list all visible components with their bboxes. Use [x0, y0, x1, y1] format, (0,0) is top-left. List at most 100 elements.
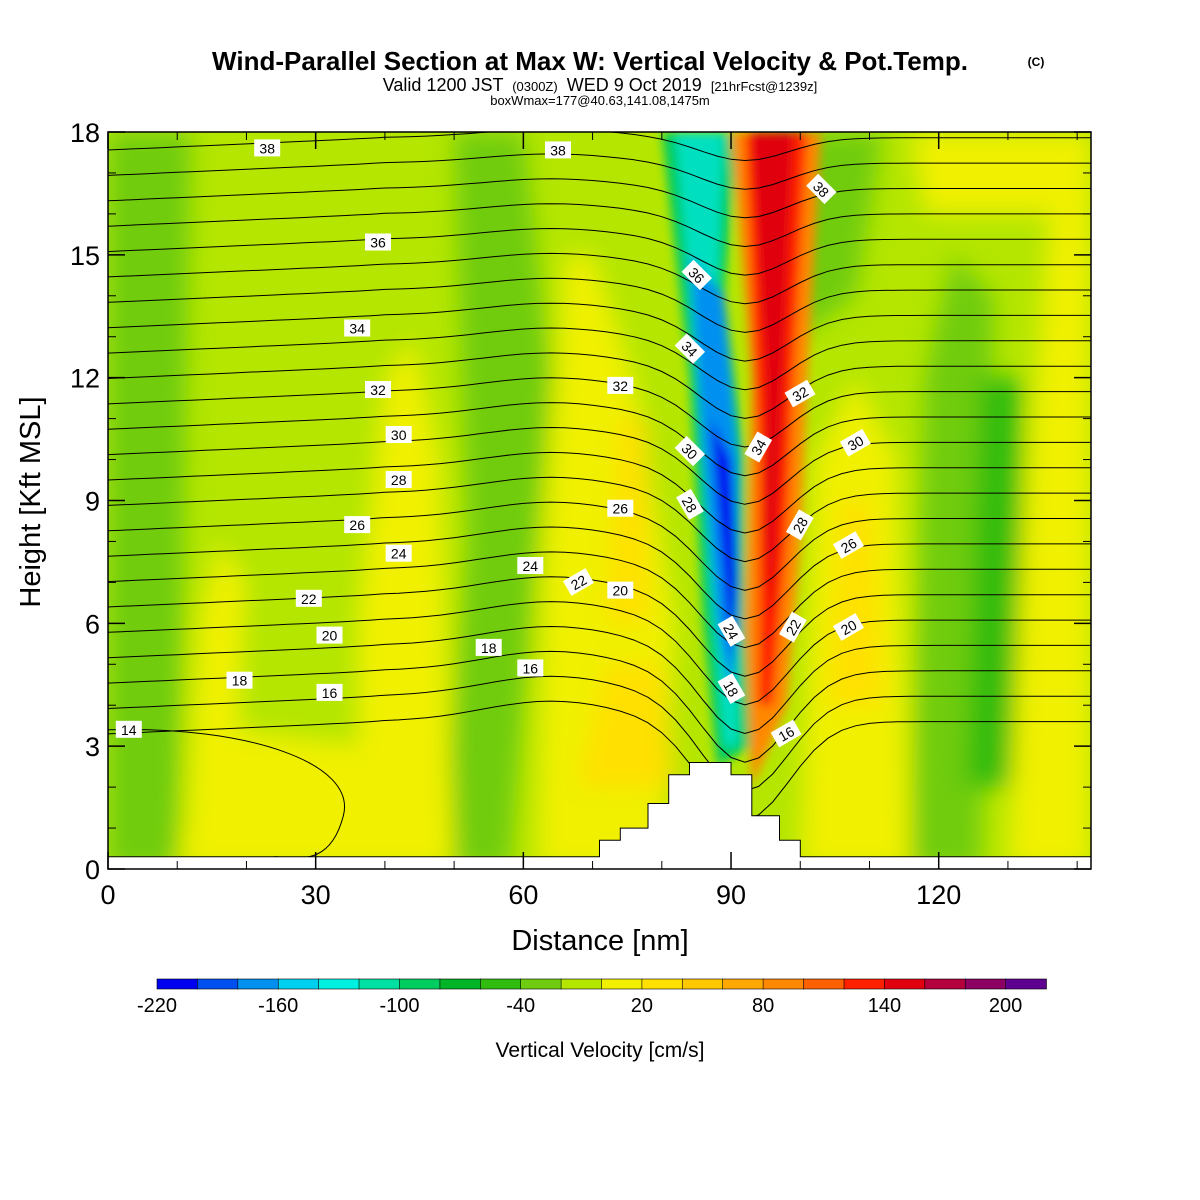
contour-label-box — [344, 516, 371, 534]
contour-label: 22 — [562, 568, 594, 596]
contour-label-text: 32 — [613, 378, 629, 394]
colorbar-swatch — [318, 978, 360, 990]
valid-utc: (0300Z) — [512, 79, 558, 94]
contour-label-box — [385, 426, 412, 443]
contour-label-text: 18 — [720, 678, 742, 700]
contour-label-box — [365, 233, 391, 251]
colorbar-swatch — [924, 978, 966, 990]
theta-contour — [108, 675, 1091, 792]
contour-label-box — [717, 615, 746, 647]
colorbar-tick-label: -40 — [506, 995, 535, 1017]
colorbar-swatch — [641, 978, 684, 990]
contour-label: 38 — [254, 139, 281, 157]
contour-label: 28 — [676, 488, 704, 520]
contour-label-text: 18 — [232, 673, 248, 689]
contour-label-box — [674, 435, 706, 467]
contour-label: 22 — [295, 589, 322, 607]
theta-contour-labels: 38 38 38 36 36 34 34 34 32 32 32 30 30 30 28 28 28 26 26 26… — [115, 139, 871, 748]
contour-label: 20 — [316, 626, 343, 644]
contour-label: 16 — [316, 683, 343, 701]
contour-label: 34 — [344, 319, 371, 337]
colorbar-swatch — [479, 978, 522, 990]
colorbar-swatch — [722, 978, 764, 990]
downdraft-band — [108, 132, 192, 869]
contour-label-box — [784, 379, 816, 408]
theta-contour — [108, 302, 1091, 362]
contour-label-text: 34 — [748, 436, 770, 458]
contour-label-box — [607, 376, 634, 394]
contour-label-text: 24 — [523, 558, 539, 574]
valid-prefix: Valid 1200 JST — [383, 75, 504, 95]
contour-label: 32 — [607, 376, 634, 394]
colorbar-swatch — [277, 978, 320, 990]
contour-label: 36 — [365, 233, 391, 251]
contour-label-text: 24 — [391, 546, 407, 562]
contour-label-box — [607, 499, 634, 517]
contour-label: 30 — [674, 435, 706, 467]
theta-contours — [108, 132, 1091, 859]
contour-label-box — [786, 509, 814, 541]
contour-label-text: 20 — [322, 628, 338, 644]
y-tick-label: 6 — [85, 609, 100, 639]
contour-label: 36 — [681, 259, 712, 291]
contour-label-text: 30 — [391, 427, 407, 443]
colorbar-swatch — [803, 978, 845, 990]
contour-label-box — [385, 544, 412, 562]
contour-label-text: 26 — [613, 501, 629, 517]
contour-label-box — [717, 673, 746, 705]
colorbar-swatch — [601, 978, 643, 990]
contour-label-box — [545, 141, 571, 159]
updraft-band — [911, 132, 1091, 214]
contour-label-box — [562, 568, 594, 596]
downdraft-band — [966, 377, 1022, 788]
contour-label-text: 22 — [301, 591, 317, 607]
downdraft-core — [710, 418, 738, 665]
theta-contour — [108, 501, 1091, 591]
y-tick-label: 15 — [70, 241, 100, 271]
contour-label-text: 20 — [838, 616, 860, 638]
theta-contour — [108, 352, 1091, 419]
contour-label: 24 — [517, 557, 544, 574]
contour-label-text: 16 — [776, 723, 798, 745]
contour-label-text: 22 — [568, 571, 590, 593]
contour-label-box — [365, 381, 391, 398]
contour-label: 24 — [717, 615, 746, 647]
contour-label: 28 — [786, 509, 814, 541]
x-tick-label: 60 — [508, 880, 538, 910]
contour-label: 38 — [545, 141, 571, 159]
x-tick-label: 30 — [301, 880, 331, 910]
colorbar-tick-label: 140 — [868, 995, 901, 1017]
y-tick-label: 3 — [85, 732, 100, 762]
contour-label-text: 34 — [349, 321, 365, 337]
contour-label: 26 — [344, 516, 371, 534]
contour-label-text: 38 — [259, 140, 275, 156]
contour-label-text: 18 — [481, 640, 497, 656]
theta-contour — [108, 700, 1091, 821]
contour-label-text: 14 — [121, 722, 137, 738]
contour-label: 16 — [770, 719, 802, 748]
colorbar-swatch — [681, 978, 724, 990]
contour-label-text: 26 — [838, 535, 860, 557]
theta-contour — [108, 650, 1091, 763]
updraft-band — [1007, 213, 1091, 869]
contour-label-text: 16 — [523, 660, 539, 676]
contour-label: 22 — [779, 611, 807, 643]
contour-label-box — [674, 333, 706, 364]
colorbar-swatch — [843, 978, 886, 990]
chart-title: Wind-Parallel Section at Max W: Vertical… — [212, 46, 968, 76]
theta-contour — [108, 377, 1091, 448]
theta-contour — [108, 227, 1091, 276]
contour-label-text: 38 — [550, 142, 566, 158]
contour-label: 26 — [607, 499, 634, 517]
contour-label: 34 — [744, 431, 773, 463]
contour-label-box — [770, 719, 802, 748]
contour-label-text: 28 — [391, 472, 407, 488]
contour-label-text: 32 — [370, 382, 386, 398]
colorbar-tick-label: 200 — [989, 995, 1022, 1017]
theta-contour — [108, 252, 1091, 305]
box-info: boxWmax=177@40.63,141.08,1475m — [490, 93, 710, 108]
theta-contour — [108, 451, 1091, 534]
contour-label-box — [832, 531, 864, 559]
